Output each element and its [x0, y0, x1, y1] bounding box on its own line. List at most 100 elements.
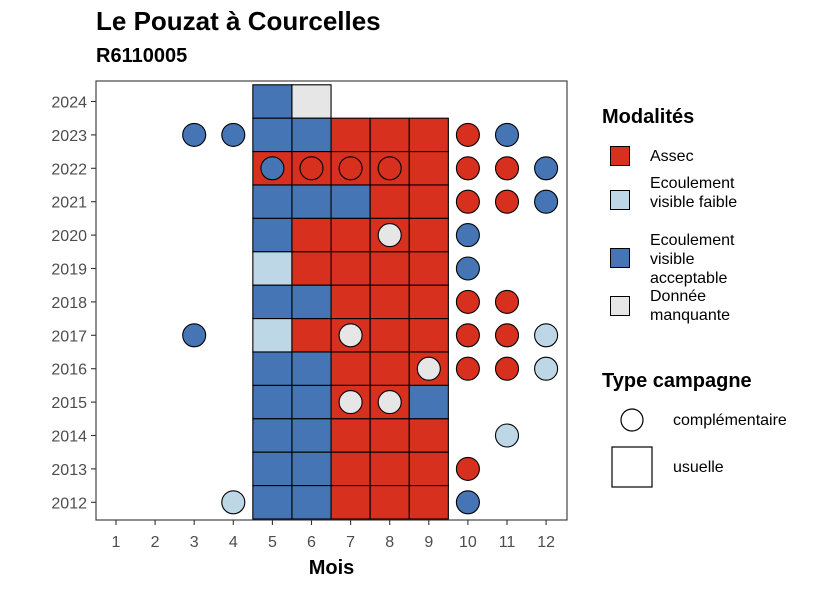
tile-2015-5-ecoulement-visible-acceptable — [252, 384, 293, 420]
tile-2019-8-assec — [369, 251, 410, 286]
tile-2016-8-assec — [369, 351, 410, 386]
point-2022-10-assec — [455, 156, 480, 181]
tile-2023-9-assec — [408, 117, 449, 153]
tile-2017-5-ecoulement-visible-faible — [252, 318, 293, 353]
x-tick-label-10: 10 — [459, 534, 477, 551]
tile-2018-5-ecoulement-visible-acceptable — [252, 284, 293, 320]
point-2015-8-donnee-manquante — [377, 390, 402, 415]
x-axis-title: Mois — [309, 557, 355, 579]
legend-key-square-icon — [611, 446, 653, 488]
tile-2012-9-assec — [408, 485, 449, 520]
point-2014-11-ecoulement-visible-faible — [494, 423, 520, 448]
tile-2021-6-ecoulement-visible-acceptable — [291, 184, 332, 219]
point-2018-11-assec — [494, 289, 520, 314]
tile-2012-5-ecoulement-visible-acceptable — [252, 485, 293, 520]
tile-2013-5-ecoulement-visible-acceptable — [252, 451, 293, 487]
legend-campagne-keys — [611, 408, 653, 488]
y-tick-label-2013: 2013 — [51, 462, 87, 479]
point-2020-10-ecoulement-visible-acceptable — [455, 223, 480, 248]
point-2022-8-assec — [377, 156, 402, 181]
x-tick-label-1: 1 — [112, 534, 121, 551]
x-tick-label-3: 3 — [190, 534, 199, 551]
point-2012-10-ecoulement-visible-acceptable — [455, 490, 480, 515]
tile-2023-8-assec — [369, 117, 410, 153]
legend-key-circle-icon — [620, 408, 644, 432]
tile-2016-5-ecoulement-visible-acceptable — [252, 351, 293, 386]
point-2022-6-assec — [299, 156, 324, 181]
tile-2021-8-assec — [369, 184, 410, 219]
legend-label-usuelle: usuelle — [673, 459, 724, 476]
tile-2023-5-ecoulement-visible-acceptable — [252, 117, 293, 153]
tile-2013-6-ecoulement-visible-acceptable — [291, 451, 332, 487]
tile-2018-9-assec — [408, 284, 449, 320]
tile-2015-6-ecoulement-visible-acceptable — [291, 384, 332, 420]
y-tick-label-2024: 2024 — [51, 95, 87, 112]
x-tick-label-4: 4 — [229, 534, 238, 551]
point-2016-10-assec — [455, 356, 480, 381]
point-2012-4-ecoulement-visible-faible — [221, 490, 246, 515]
point-2021-12-ecoulement-visible-acceptable — [534, 189, 559, 214]
tile-2024-5-ecoulement-visible-acceptable — [252, 84, 293, 119]
tile-2019-5-ecoulement-visible-faible — [252, 251, 293, 286]
tile-2024-6-donnee-manquante — [291, 84, 332, 119]
point-2016-12-ecoulement-visible-faible — [534, 356, 559, 381]
tile-2014-5-ecoulement-visible-acceptable — [252, 418, 293, 453]
tile-2016-6-ecoulement-visible-acceptable — [291, 351, 332, 386]
y-tick-label-2019: 2019 — [51, 262, 87, 279]
tile-2014-9-assec — [408, 418, 449, 453]
legend-label-donnee-manquante: Donnée manquante — [650, 288, 731, 324]
tile-2020-5-ecoulement-visible-acceptable — [252, 217, 293, 253]
tile-2014-6-ecoulement-visible-acceptable — [291, 418, 332, 453]
legend-key-ecoulement-acceptable — [610, 248, 630, 268]
legend-label-assec: Assec — [650, 148, 694, 165]
point-2023-10-assec — [455, 122, 480, 147]
y-tick-label-2023: 2023 — [51, 128, 87, 145]
point-2023-3-ecoulement-visible-acceptable — [182, 122, 207, 147]
x-tick-label-5: 5 — [268, 534, 277, 551]
tile-2021-5-ecoulement-visible-acceptable — [252, 184, 293, 219]
legend-campagne-title: Type campagne — [602, 370, 752, 392]
tile-2018-8-assec — [369, 284, 410, 320]
x-tick-label-7: 7 — [346, 534, 355, 551]
point-2020-8-donnee-manquante — [377, 223, 402, 248]
point-2022-11-assec — [494, 156, 520, 181]
tile-2019-7-assec — [330, 251, 371, 286]
point-2021-10-assec — [455, 189, 480, 214]
tile-2021-9-assec — [408, 184, 449, 219]
legend-key-assec — [610, 146, 630, 166]
tile-2023-6-ecoulement-visible-acceptable — [291, 117, 332, 153]
legend-key-ecoulement-faible — [610, 190, 630, 210]
legend-label-ecoulement-faible: Ecoulement visible faible — [650, 175, 738, 211]
tile-2022-9-assec — [408, 151, 449, 186]
point-2022-12-ecoulement-visible-acceptable — [534, 156, 559, 181]
point-2016-11-assec — [494, 356, 520, 381]
y-tick-label-2016: 2016 — [51, 362, 87, 379]
point-2022-7-assec — [338, 156, 363, 181]
tile-2018-6-ecoulement-visible-acceptable — [291, 284, 332, 320]
point-2023-11-ecoulement-visible-acceptable — [494, 122, 520, 147]
tile-2018-7-assec — [330, 284, 371, 320]
plot-border — [95, 80, 568, 521]
legend-label-complementaire: complémentaire — [673, 412, 787, 429]
tile-2012-8-assec — [369, 485, 410, 520]
tile-2020-6-assec — [291, 217, 332, 253]
point-2018-10-assec — [455, 289, 480, 314]
tile-2017-6-assec — [291, 318, 332, 353]
tile-2013-8-assec — [369, 451, 410, 487]
point-2017-11-assec — [494, 323, 520, 348]
point-2021-11-assec — [494, 189, 520, 214]
tile-2012-7-assec — [330, 485, 371, 520]
point-2022-5-ecoulement-visible-acceptable — [260, 156, 285, 181]
point-2015-7-donnee-manquante — [338, 390, 363, 415]
y-tick-label-2020: 2020 — [51, 228, 87, 245]
y-tick-label-2015: 2015 — [51, 395, 87, 412]
x-tick-label-9: 9 — [424, 534, 433, 551]
x-tick-label-11: 11 — [499, 534, 516, 551]
point-2017-10-assec — [455, 323, 480, 348]
y-tick-label-2021: 2021 — [51, 195, 87, 212]
tile-2014-8-assec — [369, 418, 410, 453]
y-tick-label-2014: 2014 — [51, 429, 87, 446]
chart-subtitle: R6110005 — [96, 45, 188, 67]
y-tick-label-2012: 2012 — [51, 495, 87, 512]
